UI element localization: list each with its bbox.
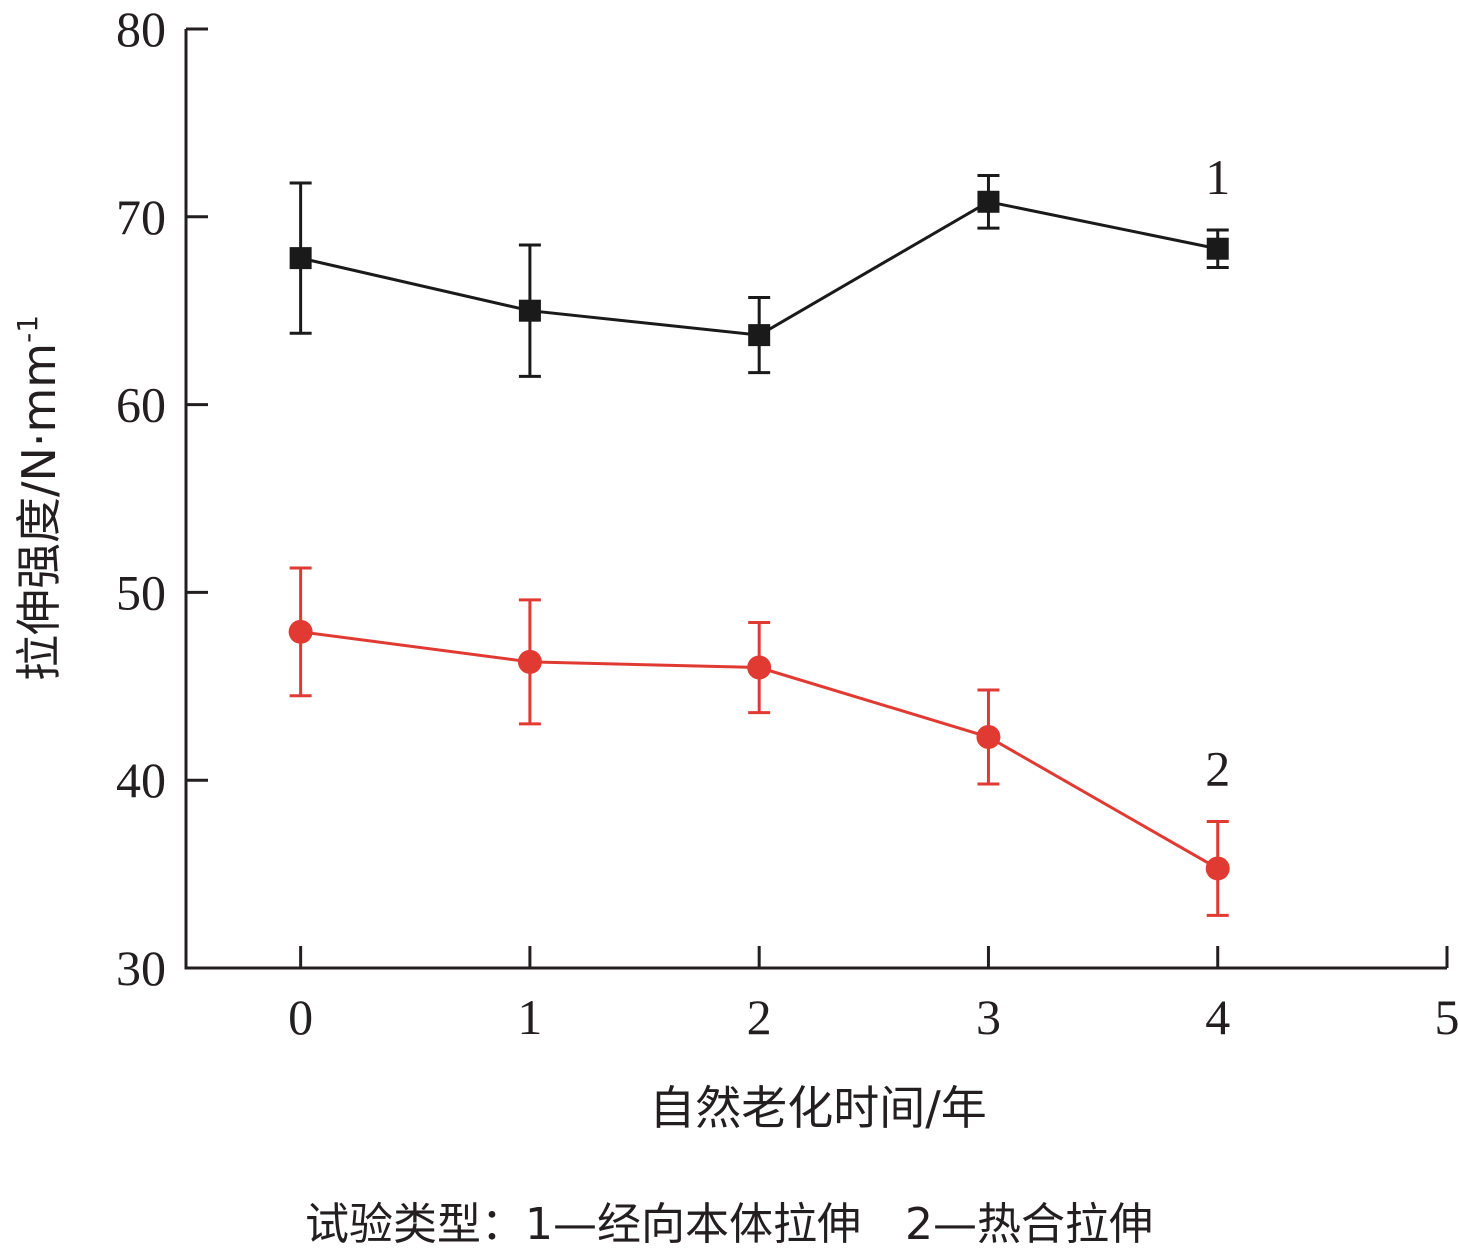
x-axis-ticks: 0 1 2 3 4 5 [288, 946, 1458, 1045]
y-tick-label: 70 [116, 189, 166, 245]
y-axis-title: 拉伸强度/N·mm-1 [11, 315, 66, 681]
y-axis-title-text: 拉伸强度/N·mm [12, 343, 66, 681]
y-tick-label: 40 [116, 752, 166, 808]
data-point [519, 300, 541, 322]
y-axis-title-superscript: -1 [11, 315, 44, 343]
x-axis-title: 自然老化时间/年 [649, 1081, 987, 1135]
x-tick-label: 3 [976, 989, 1001, 1045]
data-point [747, 656, 771, 680]
y-tick-label: 50 [116, 564, 166, 620]
series-label: 1 [1205, 149, 1230, 205]
series-1: 1 [290, 149, 1231, 376]
data-point [976, 725, 1000, 749]
series-label: 2 [1205, 741, 1230, 797]
data-point [977, 191, 999, 213]
series-2: 2 [289, 568, 1231, 915]
x-tick-label: 5 [1435, 989, 1458, 1045]
plot-area: 12 [289, 149, 1231, 915]
x-tick-label: 2 [747, 989, 772, 1045]
data-point [1206, 856, 1230, 880]
y-tick-label: 60 [116, 377, 166, 433]
y-tick-label: 80 [116, 1, 166, 57]
x-tick-label: 0 [288, 989, 313, 1045]
figure-caption: 试验类型：1—经向本体拉伸 2—热合拉伸 [0, 1188, 1458, 1252]
y-axis-ticks: 30 40 50 60 70 80 [116, 1, 208, 996]
data-point [289, 620, 313, 644]
data-point [1207, 238, 1229, 260]
x-tick-label: 4 [1205, 989, 1230, 1045]
data-point [748, 324, 770, 346]
data-point [518, 650, 542, 674]
y-tick-label: 30 [116, 940, 166, 996]
svg-text:拉伸强度/N·mm-1: 拉伸强度/N·mm-1 [11, 315, 66, 681]
data-point [290, 247, 312, 269]
x-tick-label: 1 [517, 989, 542, 1045]
axes [185, 29, 1448, 968]
